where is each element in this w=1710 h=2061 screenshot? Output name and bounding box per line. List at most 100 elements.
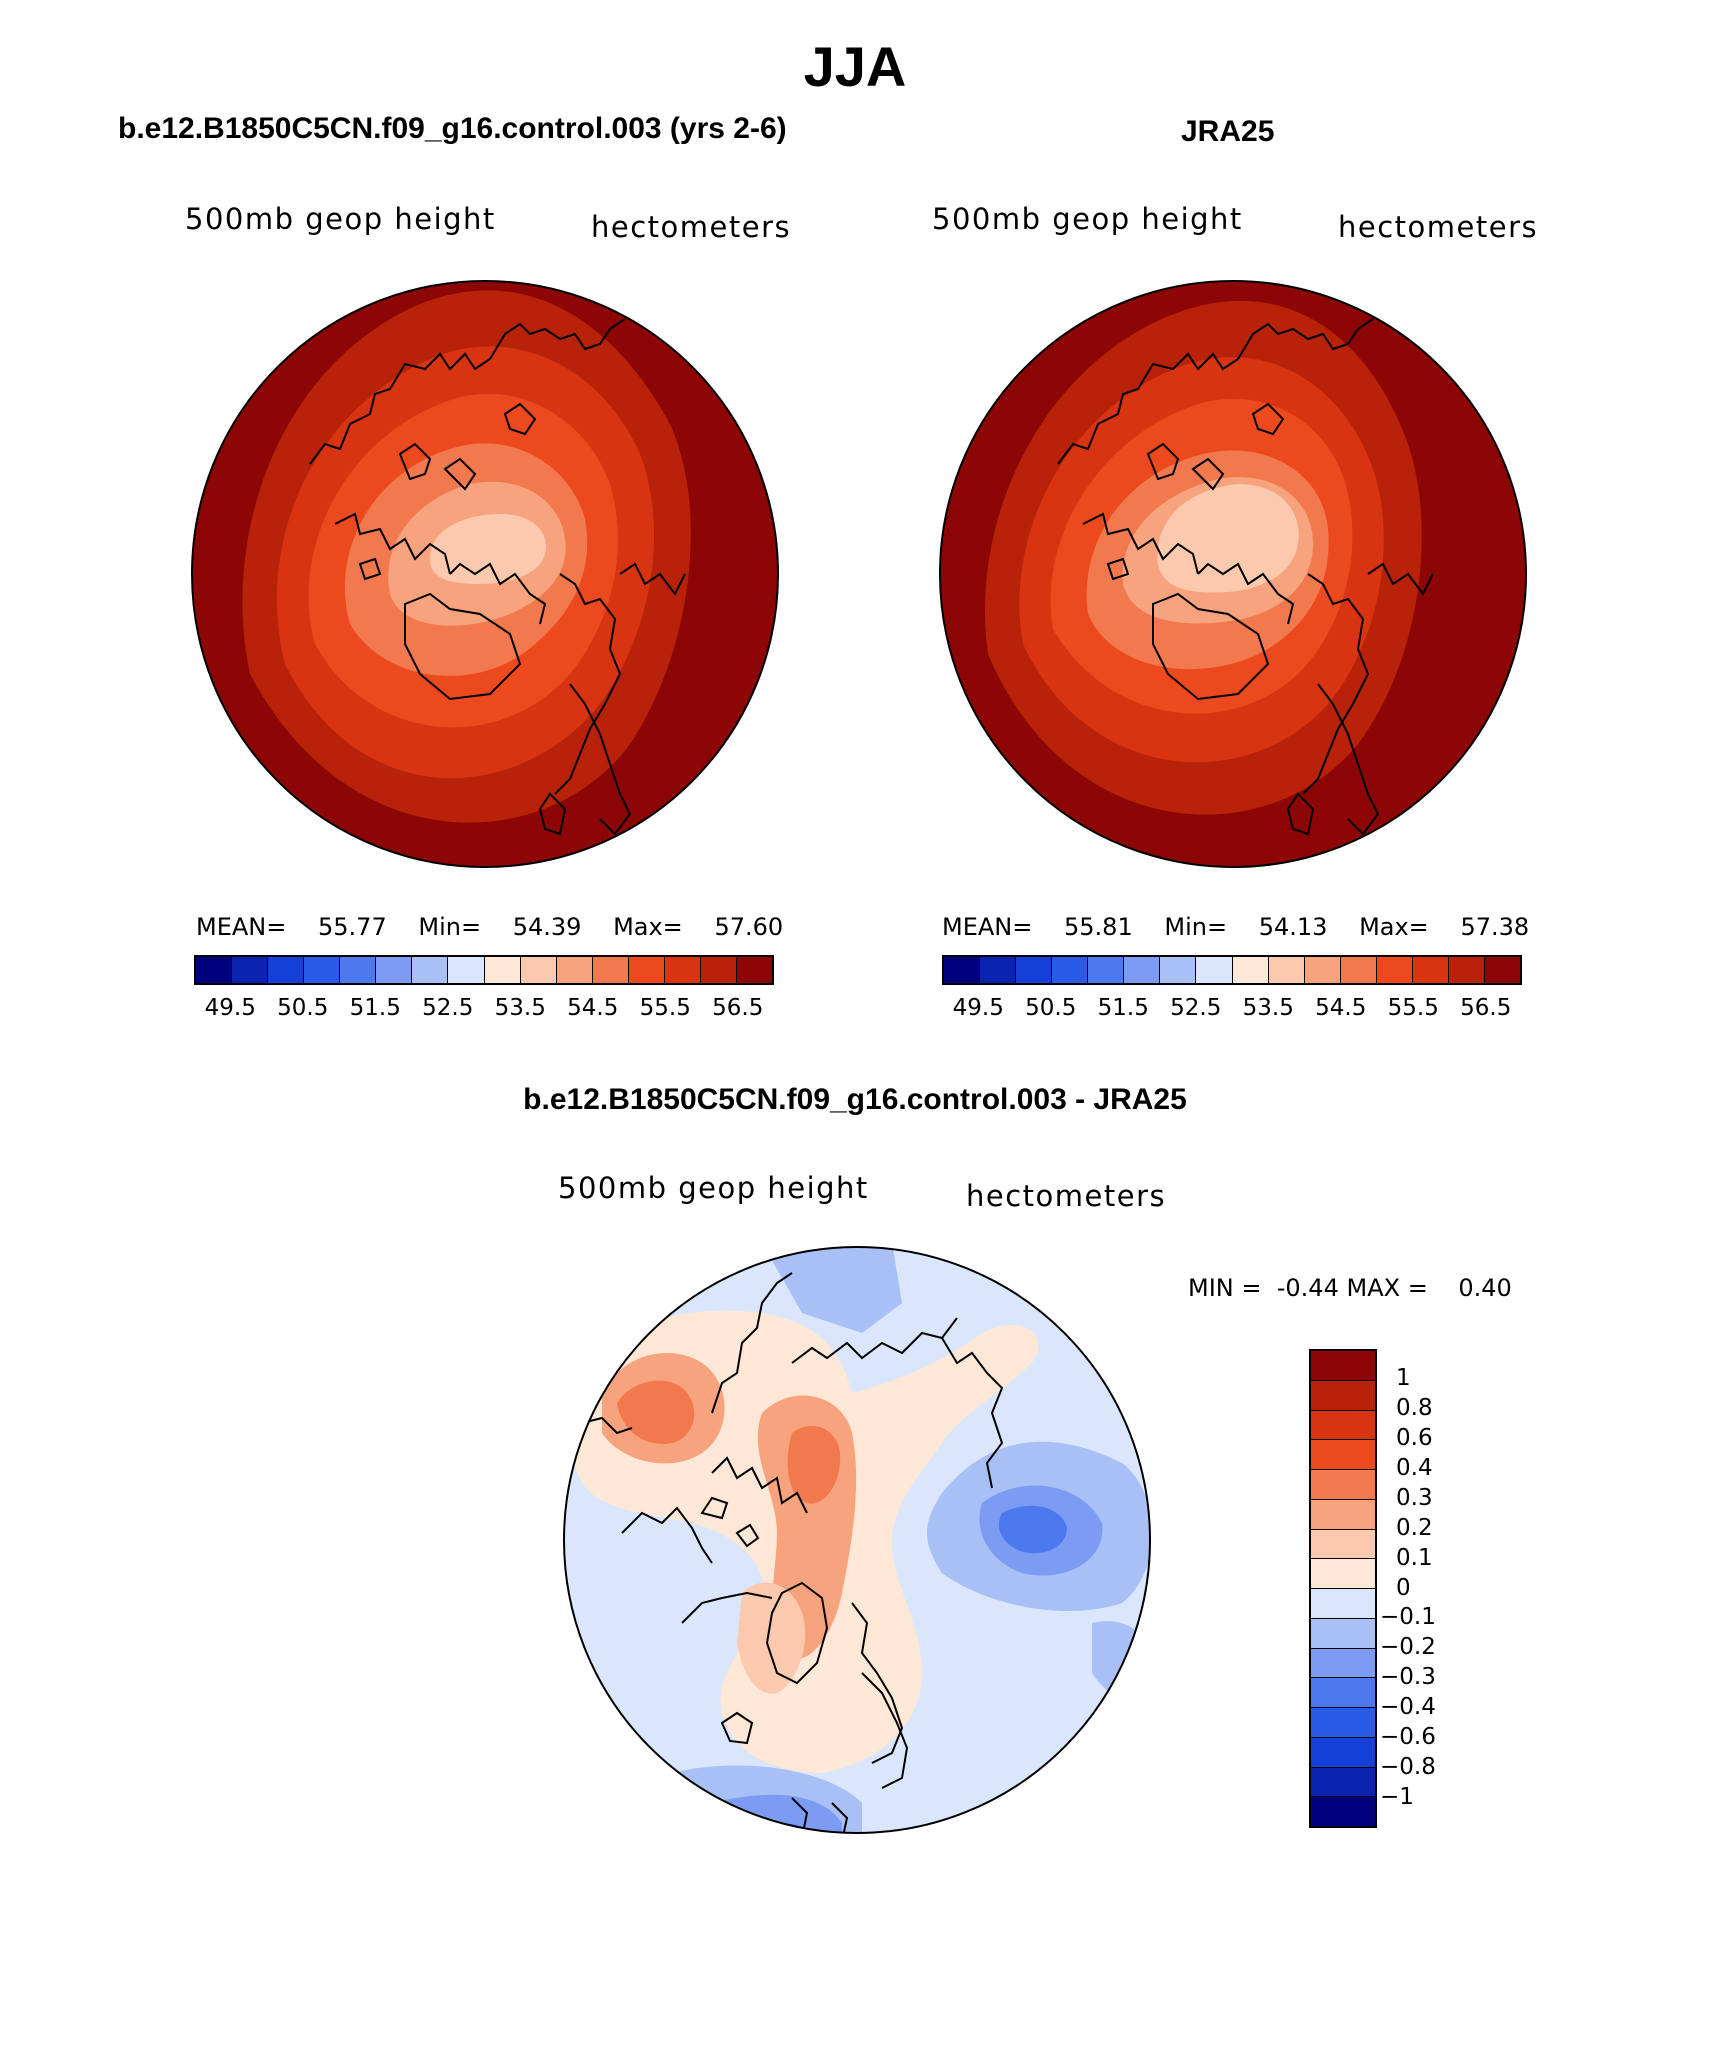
model-units-label: hectometers <box>591 210 792 244</box>
model-colorbar-swatch <box>484 957 521 983</box>
model-min-value: 54.39 <box>512 913 582 941</box>
model-colorbar-swatch <box>340 957 377 983</box>
model-colorbar-tick-label: 51.5 <box>349 995 401 1021</box>
obs-colorbar-swatch <box>1016 957 1053 983</box>
obs-panel-title: JRA25 <box>1181 115 1275 148</box>
diff-colorbar-swatch <box>1311 1737 1375 1768</box>
obs-colorbar-swatch <box>1304 957 1341 983</box>
diff-colorbar-tick-label: −0.8 <box>1380 1754 1436 1781</box>
model-colorbar-swatch <box>520 957 557 983</box>
diff-panel-title: b.e12.B1850C5CN.f09_g16.control.003 - JR… <box>523 1083 1187 1116</box>
model-colorbar-swatch <box>664 957 701 983</box>
diff-colorbar-swatch <box>1311 1559 1375 1589</box>
model-min-label: Min= <box>418 913 482 941</box>
model-colorbar-tick-label: 52.5 <box>422 995 474 1021</box>
model-variable-label: 500mb geop height <box>185 202 496 236</box>
obs-units-label: hectometers <box>1338 210 1539 244</box>
obs-colorbar-swatch <box>1412 957 1449 983</box>
diff-max-value: 0.40 <box>1458 1274 1512 1302</box>
obs-colorbar-swatch <box>1160 957 1197 983</box>
obs-colorbar-swatch <box>1232 957 1269 983</box>
model-mean-label: MEAN= <box>196 913 287 941</box>
model-stats: MEAN= 55.77 Min= 54.39 Max= 57.60 <box>196 913 783 941</box>
model-panel-title: b.e12.B1850C5CN.f09_g16.control.003 (yrs… <box>118 112 787 145</box>
model-colorbar-swatch <box>268 957 305 983</box>
diff-units-label: hectometers <box>966 1179 1167 1213</box>
diff-colorbar-tick-label: −0.6 <box>1380 1724 1436 1751</box>
obs-min-value: 54.13 <box>1258 913 1328 941</box>
obs-max-label: Max= <box>1359 913 1429 941</box>
model-colorbar-swatch <box>376 957 413 983</box>
obs-colorbar-tick-label: 49.5 <box>952 995 1004 1021</box>
diff-colorbar-tick-label: 1 <box>1396 1364 1411 1391</box>
model-colorbar-tick-label: 50.5 <box>277 995 329 1021</box>
model-colorbar-swatch <box>448 957 485 983</box>
diff-colorbar-swatch <box>1311 1470 1375 1500</box>
diff-colorbar-tick-label: 0.1 <box>1396 1544 1433 1571</box>
model-colorbar-swatch <box>628 957 665 983</box>
obs-colorbar-tick-label: 56.5 <box>1460 995 1512 1021</box>
model-colorbar-swatch <box>556 957 593 983</box>
diff-colorbar-tick-label: 0.8 <box>1396 1394 1433 1421</box>
diff-colorbar <box>1309 1349 1377 1828</box>
model-colorbar-swatch <box>592 957 629 983</box>
obs-colorbar-swatch <box>1484 957 1520 983</box>
obs-mean-label: MEAN= <box>942 913 1033 941</box>
obs-colorbar-tick-label: 53.5 <box>1242 995 1294 1021</box>
diff-colorbar-swatch <box>1311 1351 1375 1381</box>
diff-colorbar-swatch <box>1311 1648 1375 1679</box>
obs-colorbar <box>942 955 1522 985</box>
obs-stats: MEAN= 55.81 Min= 54.13 Max= 57.38 <box>942 913 1529 941</box>
obs-variable-label: 500mb geop height <box>932 202 1243 236</box>
model-colorbar-swatch <box>412 957 449 983</box>
model-colorbar-ticks: 49.5 50.5 51.5 52.5 53.5 54.5 55.5 56.5 <box>194 995 774 1025</box>
diff-colorbar-tick-label: 0 <box>1396 1574 1411 1601</box>
diff-polar-map <box>563 1246 1151 1834</box>
obs-colorbar-tick-label: 55.5 <box>1387 995 1439 1021</box>
diff-colorbar-swatch <box>1311 1440 1375 1470</box>
obs-colorbar-swatch <box>1448 957 1485 983</box>
obs-colorbar-tick-label: 51.5 <box>1097 995 1149 1021</box>
model-colorbar-tick-label: 55.5 <box>639 995 691 1021</box>
diff-max-label: MAX = <box>1346 1274 1428 1302</box>
diff-colorbar-swatch <box>1311 1380 1375 1411</box>
diff-colorbar-swatch <box>1311 1767 1375 1798</box>
diff-colorbar-swatch <box>1311 1589 1375 1619</box>
obs-colorbar-swatch <box>1196 957 1233 983</box>
model-colorbar-swatch <box>232 957 269 983</box>
obs-colorbar-swatch <box>1268 957 1305 983</box>
figure-title: JJA <box>803 35 907 98</box>
diff-colorbar-swatch <box>1311 1708 1375 1738</box>
obs-colorbar-swatch <box>1340 957 1377 983</box>
diff-colorbar-tick-label: 0.6 <box>1396 1424 1433 1451</box>
diff-colorbar-swatch <box>1311 1678 1375 1708</box>
model-colorbar-tick-label: 49.5 <box>204 995 256 1021</box>
diff-colorbar-tick-label: −0.3 <box>1380 1664 1436 1691</box>
obs-colorbar-swatch <box>980 957 1017 983</box>
model-colorbar-tick-label: 56.5 <box>712 995 764 1021</box>
diff-variable-label: 500mb geop height <box>558 1171 869 1205</box>
obs-colorbar-tick-label: 52.5 <box>1170 995 1222 1021</box>
obs-min-label: Min= <box>1164 913 1228 941</box>
diff-colorbar-tick-label: −1 <box>1380 1784 1414 1811</box>
model-colorbar-swatch <box>700 957 737 983</box>
diff-minmax: MIN = -0.44 MAX = 0.40 <box>1188 1274 1512 1302</box>
obs-colorbar-swatch <box>1052 957 1089 983</box>
model-max-label: Max= <box>613 913 683 941</box>
diff-colorbar-tick-label: 0.4 <box>1396 1454 1433 1481</box>
model-colorbar-swatch <box>304 957 341 983</box>
obs-polar-map <box>939 280 1527 868</box>
diff-min-value: -0.44 <box>1276 1274 1339 1302</box>
obs-mean-value: 55.81 <box>1064 913 1133 941</box>
model-colorbar-swatch <box>196 957 233 983</box>
diff-colorbar-tick-label: −0.1 <box>1380 1604 1436 1631</box>
obs-colorbar-tick-label: 54.5 <box>1315 995 1367 1021</box>
diff-colorbar-swatch <box>1311 1618 1375 1649</box>
obs-colorbar-tick-label: 50.5 <box>1025 995 1077 1021</box>
model-colorbar-tick-label: 53.5 <box>494 995 546 1021</box>
diff-colorbar-swatch <box>1311 1797 1375 1826</box>
model-colorbar <box>194 955 774 985</box>
model-colorbar-tick-label: 54.5 <box>567 995 619 1021</box>
diff-colorbar-tick-label: −0.2 <box>1380 1634 1436 1661</box>
model-polar-map <box>191 280 779 868</box>
